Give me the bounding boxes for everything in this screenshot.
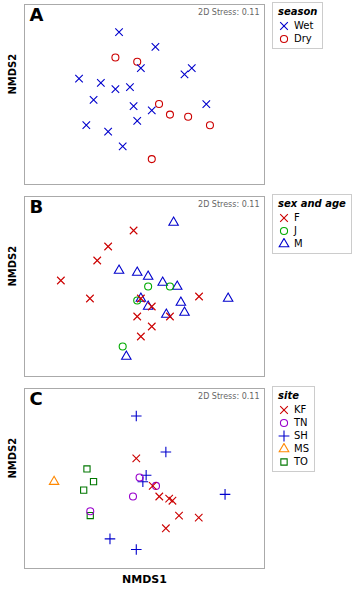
svg-text:2D Stress: 0.11: 2D Stress: 0.11 bbox=[198, 392, 259, 401]
svg-text:NMDS2: NMDS2 bbox=[7, 54, 18, 95]
svg-text:NMDS2: NMDS2 bbox=[7, 438, 18, 479]
html-text:MS: MS bbox=[294, 443, 309, 454]
html-text:J: J bbox=[294, 225, 297, 236]
svg-text:A: A bbox=[30, 4, 44, 25]
svg-text:NMDS2: NMDS2 bbox=[7, 246, 18, 287]
html-text:M: M bbox=[294, 238, 303, 249]
svg-text:B: B bbox=[30, 196, 44, 217]
html-text:season: season bbox=[278, 6, 318, 17]
html-text:TO: TO bbox=[294, 456, 308, 467]
html-text:F: F bbox=[294, 212, 300, 223]
html-text:TN: TN bbox=[294, 417, 308, 428]
svg-text:2D Stress: 0.11: 2D Stress: 0.11 bbox=[198, 200, 259, 209]
html-text:KF: KF bbox=[294, 404, 307, 415]
html-text:Wet: Wet bbox=[294, 20, 314, 31]
html-text:Dry: Dry bbox=[294, 33, 312, 44]
svg-text:C: C bbox=[30, 388, 43, 409]
svg-text:NMDS1: NMDS1 bbox=[122, 573, 167, 586]
html-text:SH: SH bbox=[294, 430, 308, 441]
svg-text:2D Stress: 0.11: 2D Stress: 0.11 bbox=[198, 8, 259, 17]
html-text:site: site bbox=[278, 390, 299, 401]
html-text:sex and age: sex and age bbox=[278, 198, 346, 209]
